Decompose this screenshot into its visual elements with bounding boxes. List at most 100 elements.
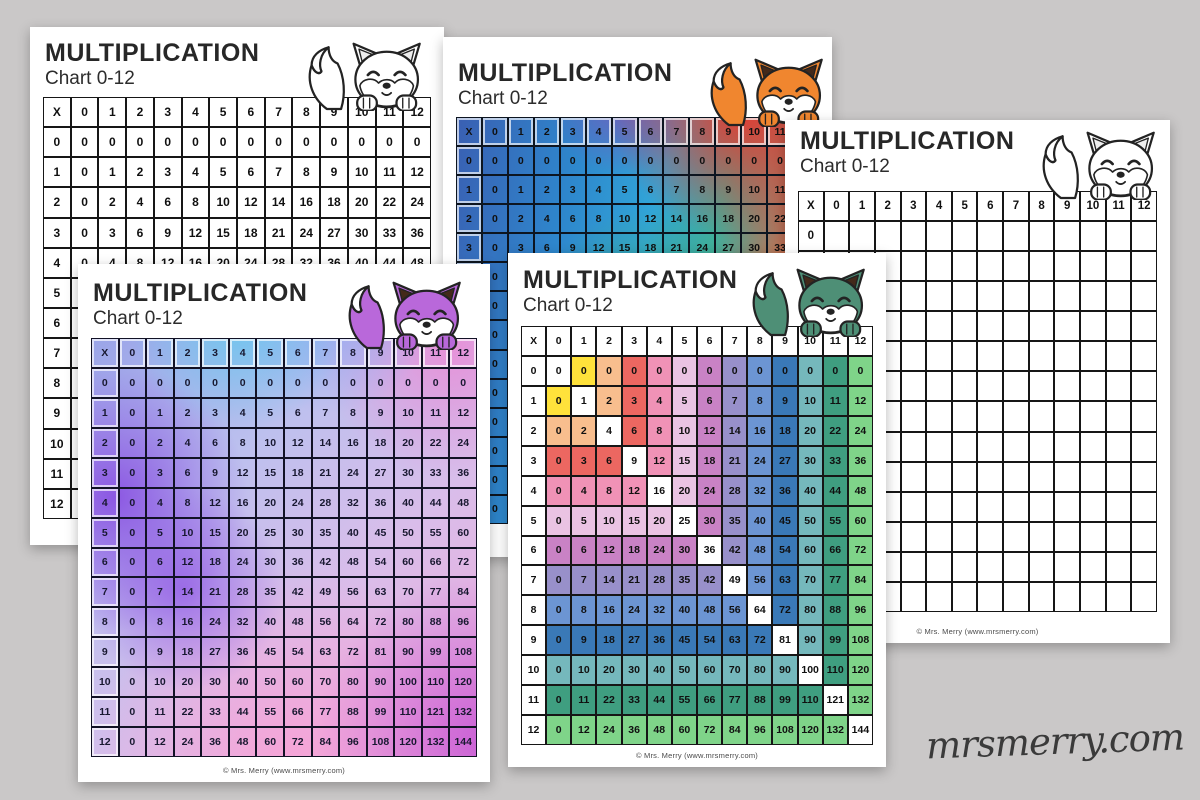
- product-cell: 0: [546, 565, 572, 596]
- product-cell: 45: [772, 505, 798, 536]
- header-cell: 3: [201, 338, 229, 368]
- product-cell: 32: [228, 607, 257, 638]
- product-cell: 72: [283, 727, 312, 757]
- product-cell: [1054, 401, 1081, 432]
- product-cell: 3: [559, 175, 586, 205]
- product-cell: 64: [339, 607, 367, 638]
- product-cell: [977, 521, 1004, 552]
- product-cell: 48: [847, 475, 873, 506]
- header-cell: 7: [722, 326, 748, 356]
- product-cell: 5: [209, 157, 237, 188]
- product-cell: [1080, 281, 1106, 312]
- header-cell: 7: [663, 117, 690, 147]
- product-cell: 12: [173, 547, 202, 578]
- product-cell: 21: [264, 217, 293, 248]
- product-cell: 14: [663, 204, 690, 234]
- product-cell: 0: [118, 727, 147, 757]
- product-cell: 18: [320, 187, 348, 218]
- product-cell: 0: [118, 397, 147, 428]
- product-cell: [1003, 521, 1029, 552]
- product-cell: 16: [173, 607, 202, 638]
- product-cell: 0: [320, 127, 348, 158]
- product-cell: 120: [797, 715, 823, 745]
- product-cell: 20: [173, 667, 202, 698]
- row-label-cell: 0: [91, 367, 119, 398]
- product-cell: 18: [283, 457, 312, 488]
- product-cell: 6: [236, 157, 265, 188]
- page-title: MULTIPLICATION: [93, 279, 308, 307]
- product-cell: 20: [671, 475, 697, 506]
- product-cell: 22: [596, 685, 622, 716]
- product-cell: 77: [421, 577, 450, 608]
- product-cell: [951, 401, 978, 432]
- product-cell: [1028, 221, 1055, 252]
- product-cell: 30: [394, 457, 422, 488]
- product-cell: [1105, 461, 1132, 492]
- product-cell: 56: [722, 595, 748, 626]
- product-cell: 21: [311, 457, 340, 488]
- product-cell: [926, 401, 952, 432]
- page-title: MULTIPLICATION: [458, 59, 673, 87]
- product-cell: [951, 311, 978, 342]
- product-cell: 77: [722, 685, 748, 716]
- product-cell: 0: [596, 355, 622, 386]
- product-cell: [900, 281, 927, 312]
- product-cell: 0: [118, 427, 147, 458]
- product-cell: 36: [283, 547, 312, 578]
- product-cell: 48: [339, 547, 367, 578]
- product-cell: 12: [847, 385, 873, 416]
- product-cell: [1003, 281, 1029, 312]
- product-cell: [874, 221, 901, 252]
- white-fox-icon: [300, 39, 434, 111]
- product-cell: 12: [696, 415, 723, 446]
- product-cell: 72: [696, 715, 723, 745]
- row-label-cell: 0: [43, 127, 71, 158]
- product-cell: 18: [696, 445, 723, 476]
- product-cell: 0: [70, 157, 99, 188]
- product-cell: 0: [646, 355, 672, 386]
- product-cell: [1105, 281, 1132, 312]
- product-cell: 40: [797, 475, 823, 506]
- product-cell: 60: [283, 667, 312, 698]
- product-cell: 42: [311, 547, 340, 578]
- product-cell: [1054, 341, 1081, 372]
- header-cell: 6: [236, 97, 265, 128]
- product-cell: 14: [311, 427, 340, 458]
- product-cell: 80: [747, 655, 773, 686]
- product-cell: 0: [481, 146, 508, 176]
- product-cell: 0: [118, 487, 147, 518]
- page-title: MULTIPLICATION: [45, 39, 260, 67]
- product-cell: [1003, 371, 1029, 402]
- product-cell: 0: [118, 547, 147, 578]
- product-cell: 0: [546, 535, 572, 566]
- product-cell: 0: [546, 385, 572, 416]
- product-cell: 0: [689, 146, 716, 176]
- product-cell: 60: [449, 517, 477, 548]
- product-cell: 35: [671, 565, 697, 596]
- product-cell: 66: [283, 697, 312, 728]
- product-cell: [926, 251, 952, 282]
- product-cell: 40: [339, 517, 367, 548]
- header-cell: X: [521, 326, 547, 356]
- product-cell: [1028, 401, 1055, 432]
- product-cell: 40: [646, 655, 672, 686]
- row-label-cell: 12: [521, 715, 547, 745]
- product-cell: [1028, 461, 1055, 492]
- product-cell: 44: [646, 685, 672, 716]
- product-cell: 24: [696, 475, 723, 506]
- product-cell: 20: [228, 517, 257, 548]
- row-label-cell: 10: [43, 428, 71, 459]
- mrsmerry-watermark: mrsmerry.com: [925, 715, 1185, 768]
- product-cell: 3: [571, 445, 597, 476]
- product-cell: 5: [256, 397, 284, 428]
- product-cell: 10: [611, 204, 638, 234]
- product-cell: 33: [201, 697, 229, 728]
- product-cell: 1: [571, 385, 597, 416]
- header-cell: 8: [1028, 191, 1055, 222]
- product-cell: 0: [822, 355, 848, 386]
- product-cell: 44: [228, 697, 257, 728]
- product-cell: [900, 581, 927, 612]
- row-label-cell: 4: [91, 487, 119, 518]
- copyright-footer: © Mrs. Merry (www.mrsmerry.com): [636, 751, 758, 760]
